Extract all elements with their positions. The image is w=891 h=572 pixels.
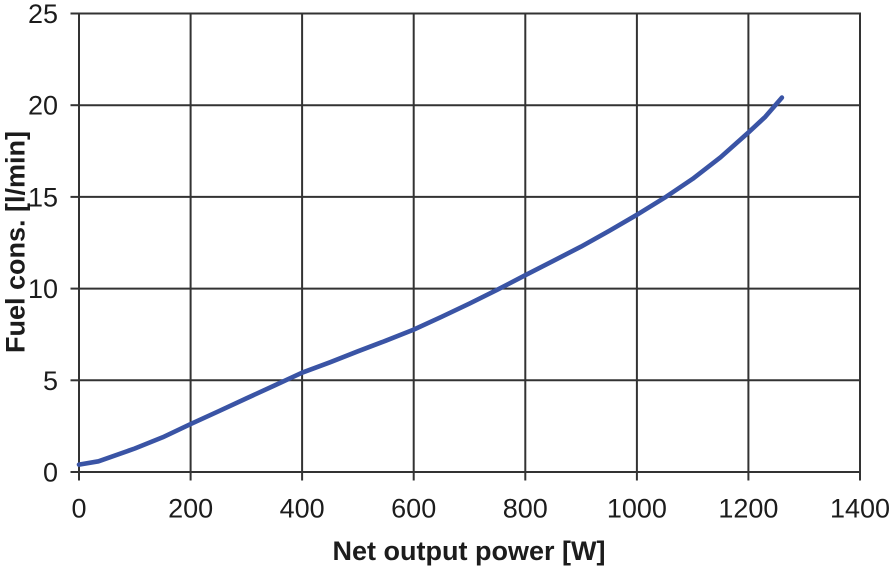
svg-text:1400: 1400: [830, 493, 890, 523]
svg-text:25: 25: [28, 0, 58, 29]
svg-text:20: 20: [28, 91, 58, 121]
svg-text:5: 5: [43, 366, 58, 396]
svg-text:800: 800: [503, 493, 548, 523]
svg-text:0: 0: [71, 493, 86, 523]
svg-text:0: 0: [43, 458, 58, 488]
svg-text:15: 15: [28, 182, 58, 212]
svg-text:Net output power [W]: Net output power [W]: [333, 536, 606, 566]
svg-text:1200: 1200: [718, 493, 778, 523]
svg-text:200: 200: [168, 493, 213, 523]
svg-text:1000: 1000: [607, 493, 667, 523]
svg-text:Fuel cons. [l/min]: Fuel cons. [l/min]: [1, 131, 31, 353]
svg-text:400: 400: [280, 493, 325, 523]
svg-text:600: 600: [391, 493, 436, 523]
svg-text:10: 10: [28, 274, 58, 304]
